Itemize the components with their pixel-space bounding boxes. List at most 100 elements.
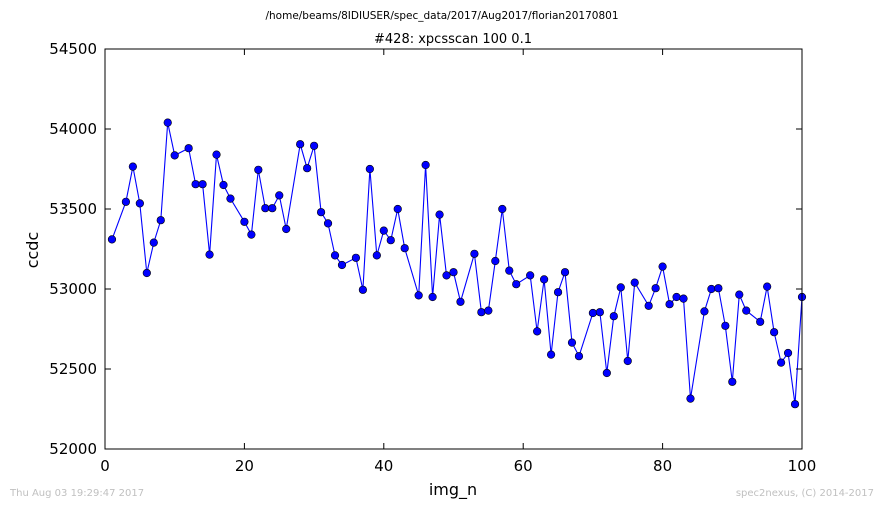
data-point [651, 284, 660, 293]
data-point [310, 141, 319, 150]
data-point [560, 268, 570, 277]
y-tick-label: 54500 [49, 40, 97, 58]
data-point [372, 251, 381, 260]
data-point [414, 291, 423, 300]
data-point [393, 204, 402, 214]
data-point [679, 294, 688, 303]
data-point [121, 197, 131, 206]
data-point [644, 301, 653, 310]
data-point [198, 180, 207, 189]
data-point [449, 268, 458, 277]
x-axis-label: img_n [429, 480, 477, 500]
data-point [567, 338, 577, 347]
data-point [783, 348, 793, 358]
data-point [282, 224, 291, 234]
series-line [111, 122, 803, 405]
data-point [602, 368, 611, 378]
data-point [261, 204, 270, 213]
y-axis-ticks: 52000 52500 53000 53500 54000 54500 [49, 40, 802, 458]
x-tick-label: 40 [374, 457, 393, 475]
data-point [226, 194, 235, 203]
data-point [540, 275, 549, 284]
data-point [170, 151, 179, 160]
data-point [763, 282, 772, 291]
data-point [574, 352, 584, 361]
data-point [658, 262, 667, 271]
plot-frame [104, 48, 803, 450]
data-point [351, 253, 361, 262]
data-point [163, 118, 172, 127]
data-point [672, 292, 681, 302]
y-tick-label: 52500 [49, 360, 97, 378]
data-point [442, 271, 451, 280]
data-point [247, 230, 256, 239]
data-point [498, 204, 507, 214]
data-point [700, 307, 709, 316]
y-tick-label: 52000 [49, 440, 97, 458]
footer-timestamp: Thu Aug 03 19:29:47 2017 [10, 488, 145, 499]
data-point [756, 317, 765, 326]
data-point [142, 268, 151, 278]
data-point [686, 394, 695, 403]
data-point [240, 217, 249, 226]
chart-suptitle: /home/beams/8IDIUSER/spec_data/2017/Aug2… [265, 10, 618, 22]
chart-title: #428: xpcsscan 100 0.1 [374, 32, 532, 47]
data-point [303, 164, 312, 173]
data-point [553, 288, 563, 297]
data-point [386, 236, 395, 245]
data-point [546, 350, 556, 359]
data-point [456, 297, 465, 306]
x-tick-label: 100 [788, 457, 817, 475]
data-point [254, 165, 263, 174]
data-point [491, 256, 500, 266]
data-point [770, 328, 779, 337]
data-point [735, 290, 744, 299]
data-point [191, 180, 200, 189]
x-tick-label: 80 [653, 457, 672, 475]
data-point [728, 377, 737, 386]
data-point [776, 358, 786, 367]
data-point [205, 250, 214, 259]
x-axis-ticks: 0 20 40 60 80 100 [100, 49, 816, 475]
data-point [609, 312, 618, 321]
data-point [484, 306, 493, 315]
data-point [149, 238, 158, 247]
data-point [323, 219, 333, 228]
data-point [595, 308, 604, 317]
data-point [721, 321, 730, 330]
data-point [616, 283, 625, 292]
data-point [275, 191, 284, 200]
data-point [470, 249, 479, 258]
data-point [358, 285, 367, 294]
data-point [365, 164, 374, 174]
data-point [505, 266, 514, 275]
data-point [330, 251, 340, 260]
y-axis-label: ccdc [23, 232, 42, 269]
data-point [526, 271, 535, 280]
data-point [790, 400, 800, 409]
y-tick-label: 53500 [49, 200, 97, 218]
data-point [135, 199, 144, 208]
data-point [623, 356, 632, 366]
data-point [665, 300, 674, 309]
data-point [533, 327, 542, 336]
data-point [435, 210, 444, 219]
x-tick-label: 0 [100, 457, 110, 475]
data-point [707, 284, 716, 294]
data-point [379, 226, 388, 235]
data-point [268, 204, 277, 213]
data-point [128, 162, 137, 171]
footer-credit: spec2nexus, (C) 2014-2017 [735, 488, 874, 499]
data-point [212, 150, 221, 159]
x-tick-label: 60 [514, 457, 533, 475]
data-point [184, 144, 193, 153]
y-tick-label: 53000 [49, 280, 97, 298]
data-point [316, 208, 326, 217]
plot-series [107, 118, 807, 409]
data-point [400, 244, 409, 253]
data-point [107, 235, 117, 244]
data-point [742, 306, 751, 315]
x-tick-label: 20 [235, 457, 254, 475]
data-point [630, 278, 639, 287]
